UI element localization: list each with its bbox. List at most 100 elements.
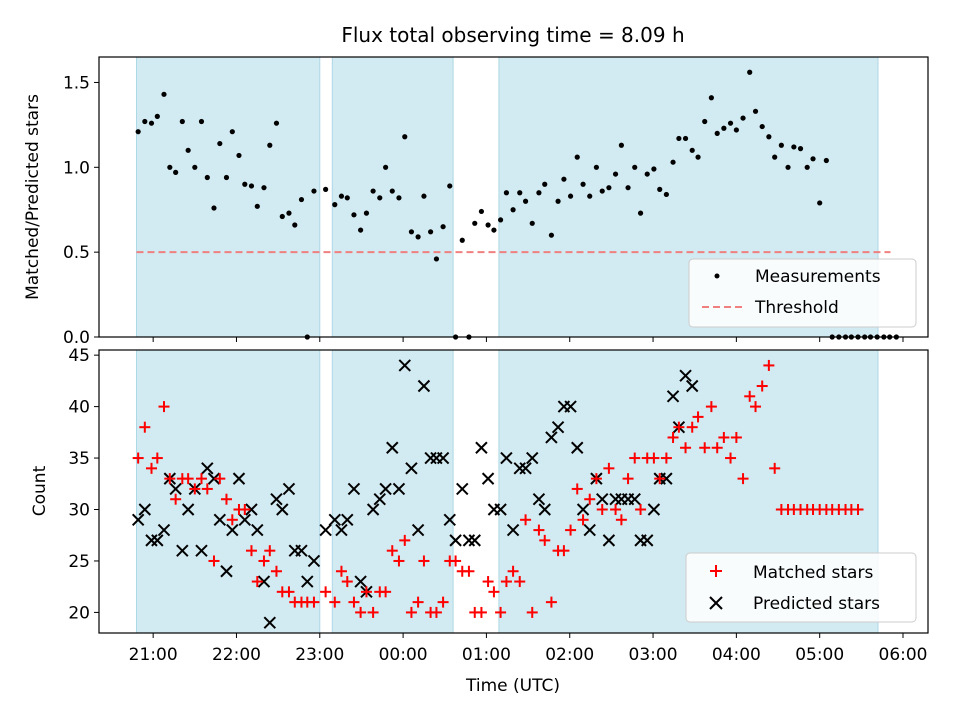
predicted-star-marker [354, 575, 367, 588]
matched-star-marker [635, 504, 647, 516]
bottom-y-axis-label: Count [30, 465, 50, 516]
predicted-star-marker [157, 523, 171, 537]
y-tick-label: 1.0 [63, 158, 90, 178]
predicted-star-marker [295, 544, 308, 557]
measurement-point [823, 157, 829, 164]
matched-star-marker [270, 565, 282, 577]
matched-star-marker [355, 606, 367, 618]
matched-star-marker [590, 473, 602, 485]
measurement-point [599, 188, 605, 194]
matched-star-marker [482, 576, 494, 588]
x-tick-label: 06:00 [879, 645, 928, 665]
y-tick-label: 0.0 [63, 328, 90, 348]
matched-star-marker [725, 452, 737, 464]
matched-star-marker [852, 504, 864, 516]
matched-star-marker [692, 411, 704, 423]
matched-star-marker [437, 596, 449, 608]
matched-star-marker [495, 606, 507, 618]
measurement-point [548, 232, 555, 238]
matched-star-marker [283, 586, 295, 598]
matched-star-marker [220, 493, 232, 505]
matched-star-marker [744, 390, 756, 402]
matched-star-marker [680, 442, 692, 454]
measurement-point [759, 123, 765, 130]
matched-star-marker [264, 545, 276, 557]
measurement-point [135, 129, 141, 135]
predicted-star-marker [138, 503, 152, 516]
measurement-point [415, 234, 421, 240]
measurement-point [740, 115, 746, 121]
measurement-point [363, 210, 370, 216]
y-tick-label: 40 [68, 398, 90, 418]
legend-measurements-marker [714, 273, 720, 279]
measurement-point [485, 222, 491, 228]
matched-star-marker [533, 524, 545, 536]
predicted-star-marker [169, 482, 182, 496]
matched-star-marker [514, 576, 526, 588]
measurement-point [248, 183, 255, 189]
measurement-point [721, 125, 727, 131]
matched-star-marker [545, 596, 557, 608]
measurement-point [785, 164, 791, 170]
measurement-point [323, 186, 329, 192]
measurement-point [421, 193, 427, 199]
matched-star-marker [699, 442, 711, 454]
matched-star-marker [367, 606, 379, 618]
predicted-star-marker [443, 513, 456, 527]
matched-star-marker [195, 473, 207, 485]
measurement-point [223, 174, 230, 181]
matched-star-marker [571, 483, 583, 495]
y-tick-label: 0.5 [63, 243, 90, 263]
predicted-star-marker [564, 400, 577, 413]
legend-predicted-label: Predicted stars [753, 594, 880, 614]
measurement-point [542, 181, 548, 187]
x-axis-label: Time (UTC) [465, 676, 560, 696]
matched-star-marker [756, 380, 768, 392]
measurement-point [618, 142, 624, 148]
matched-star-marker [139, 421, 151, 433]
predicted-star-marker [506, 523, 520, 537]
predicted-star-marker [628, 493, 641, 506]
predicted-star-marker [571, 441, 584, 454]
measurement-point [612, 171, 619, 177]
predicted-star-marker [666, 390, 680, 403]
measurement-point [408, 229, 415, 235]
measurement-point [676, 135, 682, 142]
x-tick-label: 00:00 [379, 645, 428, 665]
measurement-point [229, 129, 235, 135]
matched-star-marker [341, 576, 353, 588]
predicted-star-marker [176, 544, 189, 557]
measurement-point [625, 185, 631, 191]
figure-title: Flux total observing time = 8.09 h [341, 23, 684, 47]
measurement-point [529, 220, 535, 226]
measurement-point [204, 174, 210, 181]
matched-star-marker [660, 452, 672, 464]
matched-star-marker [164, 473, 176, 485]
measurement-point [651, 166, 657, 172]
predicted-star-marker [220, 565, 233, 578]
legend-matched-marker [710, 565, 722, 577]
measurement-point [733, 127, 739, 133]
measurement-point [254, 203, 260, 209]
matched-star-marker [151, 452, 163, 464]
measurement-point [298, 196, 305, 203]
predicted-star-marker [319, 523, 332, 537]
predicted-star-marker [411, 523, 425, 537]
predicted-star-marker [475, 441, 488, 454]
predicted-star-marker [386, 441, 399, 454]
predicted-star-marker [519, 462, 532, 475]
matched-star-marker [500, 576, 512, 588]
measurement-point [148, 120, 155, 126]
bottom-panel: 20 25 30 35 40 45 21:00 22:00 23:00 00:00 01:00 02… [30, 346, 929, 696]
matched-star-marker [335, 565, 347, 577]
legend-measurements-label: Measurements [755, 267, 881, 287]
matched-star-marker [399, 534, 411, 546]
x-tick-label: 02:00 [545, 645, 594, 665]
predicted-star-marker [532, 493, 546, 506]
matched-star-marker [405, 606, 417, 618]
x-tick-label: 01:00 [462, 645, 511, 665]
measurement-point [797, 146, 804, 152]
matched-star-marker [430, 606, 442, 618]
predicted-star-marker [151, 534, 164, 547]
